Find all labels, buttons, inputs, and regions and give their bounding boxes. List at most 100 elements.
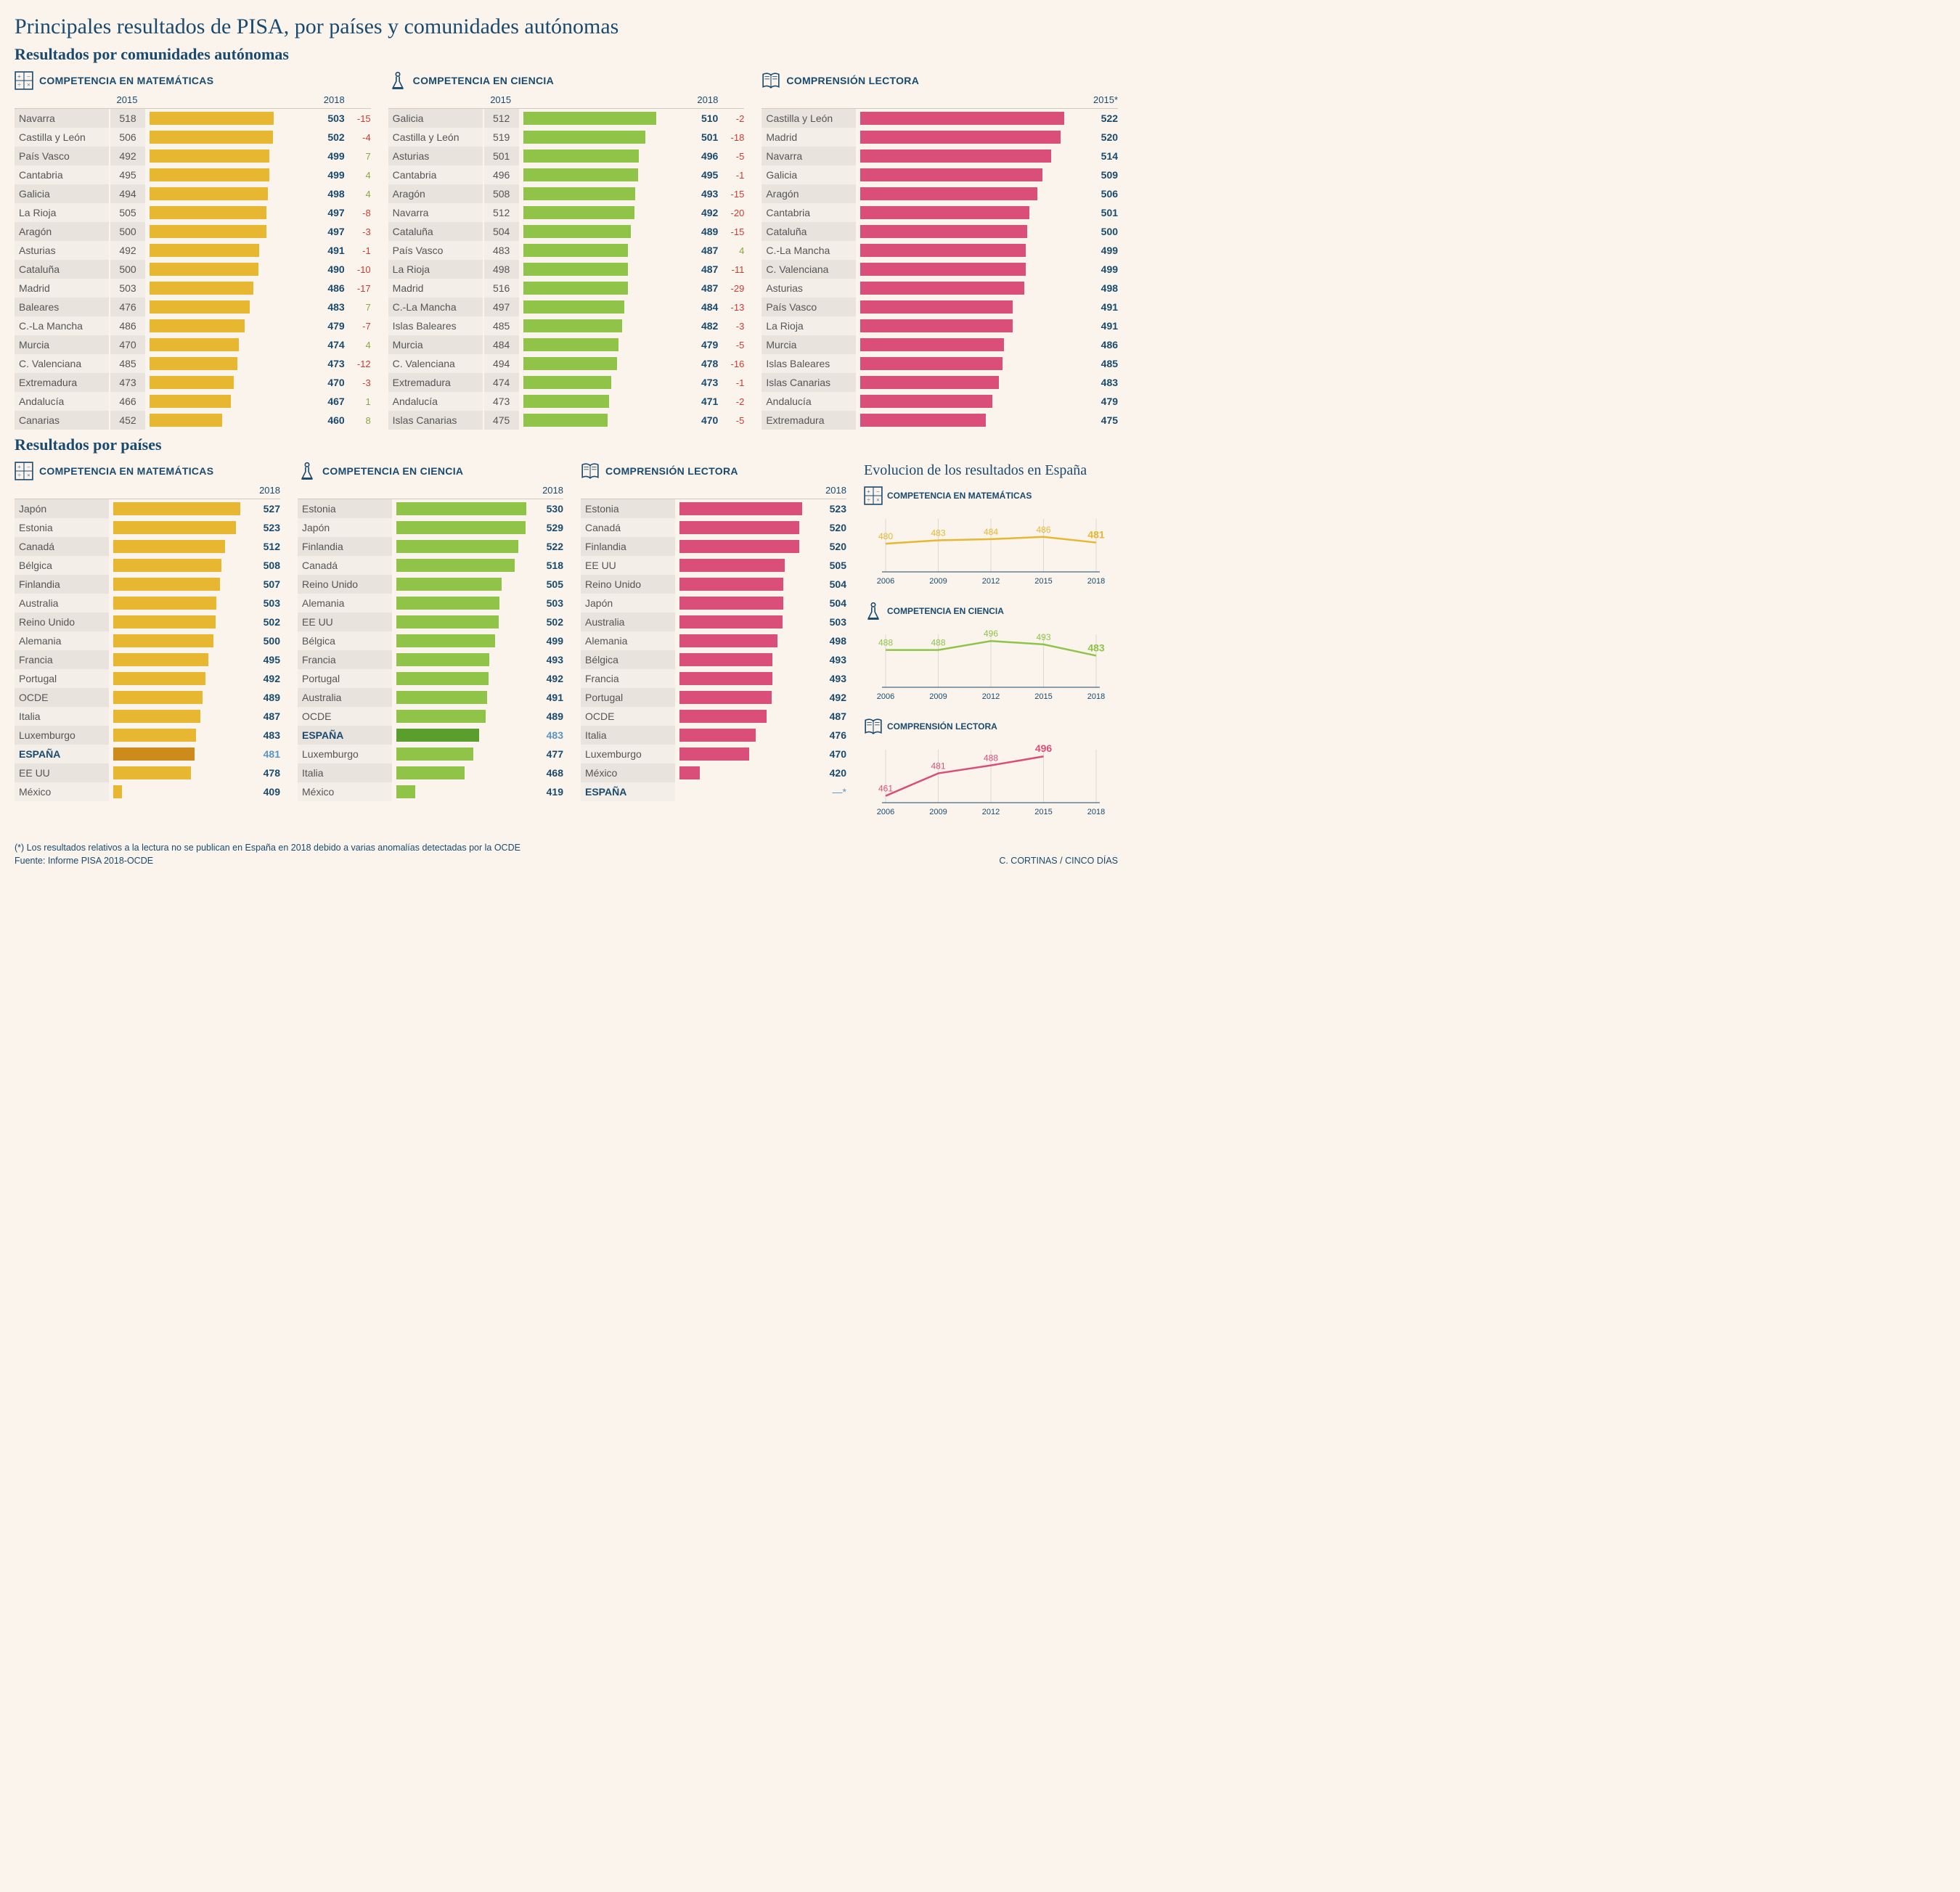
table-row: C. Valenciana499 [761,260,1118,279]
svg-text:÷: ÷ [17,472,21,479]
value-2018: 479 [313,320,345,332]
row-name: OCDE [15,688,109,707]
value-2015: 452 [109,411,145,430]
bar [523,282,629,295]
source: Fuente: Informe PISA 2018-OCDE [15,856,153,866]
value-2018: 487 [686,282,718,294]
value-2015: 497 [483,298,519,316]
table-row: Canadá518 [298,556,563,575]
bar-cell [109,631,248,650]
math-icon: +−÷× [15,462,33,480]
bar [113,710,200,723]
bar [113,502,240,515]
row-name: Aragón [15,222,109,241]
bar-cell [392,499,531,518]
value-2015: 495 [109,165,145,184]
row-name: Asturias [15,241,109,260]
value-2018: 487 [686,245,718,256]
bar-cell [145,316,313,335]
bar [523,395,609,408]
value-2015: 492 [109,241,145,260]
table-row: Reino Unido502 [15,613,280,631]
row-name: Cantabria [15,165,109,184]
row-name: C. Valenciana [388,354,483,373]
diff-value: -5 [718,415,744,426]
value-2015: 485 [483,316,519,335]
bar [150,319,245,332]
row-name: Francia [15,650,109,669]
bar [523,338,618,351]
diff-value: -15 [718,189,744,200]
svg-text:488: 488 [984,753,998,763]
table-row: OCDE489 [15,688,280,707]
bar [113,578,220,591]
row-name: Alemania [298,594,392,613]
bar [150,338,239,351]
value-2018: 487 [686,263,718,275]
value-2018: 489 [531,710,563,722]
row-name: Japón [15,499,109,518]
svg-text:÷: ÷ [17,81,21,89]
table-row: La Rioja491 [761,316,1118,335]
diff-value: -3 [345,226,371,237]
svg-text:2018: 2018 [1087,808,1105,816]
row-name: Galicia [388,109,483,128]
bar [523,187,636,200]
row-name: Australia [298,688,392,707]
value-2015: 512 [483,203,519,222]
row-name: Bélgica [298,631,392,650]
table-row: ESPAÑA483 [298,726,563,745]
value-2018: 486 [1086,339,1118,351]
diff-value: -13 [718,302,744,313]
table-row: País Vasco491 [761,298,1118,316]
bar-cell [392,613,531,631]
row-name: Alemania [581,631,675,650]
row-name: Aragón [388,184,483,203]
bar [679,559,785,572]
bar [679,729,756,742]
value-2018: 491 [1086,320,1118,332]
row-name: Francia [298,650,392,669]
value-2015: 518 [109,109,145,128]
svg-text:2006: 2006 [877,577,894,586]
table-row: Navarra512492-20 [388,203,745,222]
bar [860,282,1024,295]
table-row: C.-La Mancha486479-7 [15,316,371,335]
table-row: Cantabria501 [761,203,1118,222]
value-2018: 499 [1086,245,1118,256]
bar-cell [392,745,531,763]
value-2018: 493 [686,188,718,200]
row-name: Cataluña [388,222,483,241]
table-row: Francia495 [15,650,280,669]
table-row: La Rioja498487-11 [388,260,745,279]
table-row: C.-La Mancha497484-13 [388,298,745,316]
value-2018: 485 [1086,358,1118,369]
bar-cell [675,537,814,556]
svg-text:493: 493 [1036,632,1050,642]
value-2018: 497 [313,226,345,237]
bar [679,634,777,647]
svg-text:496: 496 [1035,742,1053,754]
diff-value: 1 [345,396,371,407]
svg-text:481: 481 [1087,529,1105,541]
countries-math-section: +−÷× COMPETENCIA EN MATEMÁTICAS 2018 Jap… [15,462,280,832]
bar-cell [519,298,687,316]
bar-cell [109,726,248,745]
row-name: México [581,763,675,782]
value-2018: 527 [248,503,280,515]
table-row: México419 [298,782,563,801]
row-name: Islas Baleares [761,354,856,373]
table-row: Reino Unido504 [581,575,846,594]
svg-text:2012: 2012 [982,692,1000,701]
value-2018: 419 [531,786,563,798]
value-2018: 498 [313,188,345,200]
svg-text:2018: 2018 [1087,692,1105,701]
row-name: Aragón [761,184,856,203]
bar [396,672,489,685]
table-row: Galicia512510-2 [388,109,745,128]
table-row: La Rioja505497-8 [15,203,371,222]
value-2018: 478 [686,358,718,369]
svg-text:×: × [876,496,880,504]
svg-text:481: 481 [931,761,945,771]
value-2018: 512 [248,541,280,552]
